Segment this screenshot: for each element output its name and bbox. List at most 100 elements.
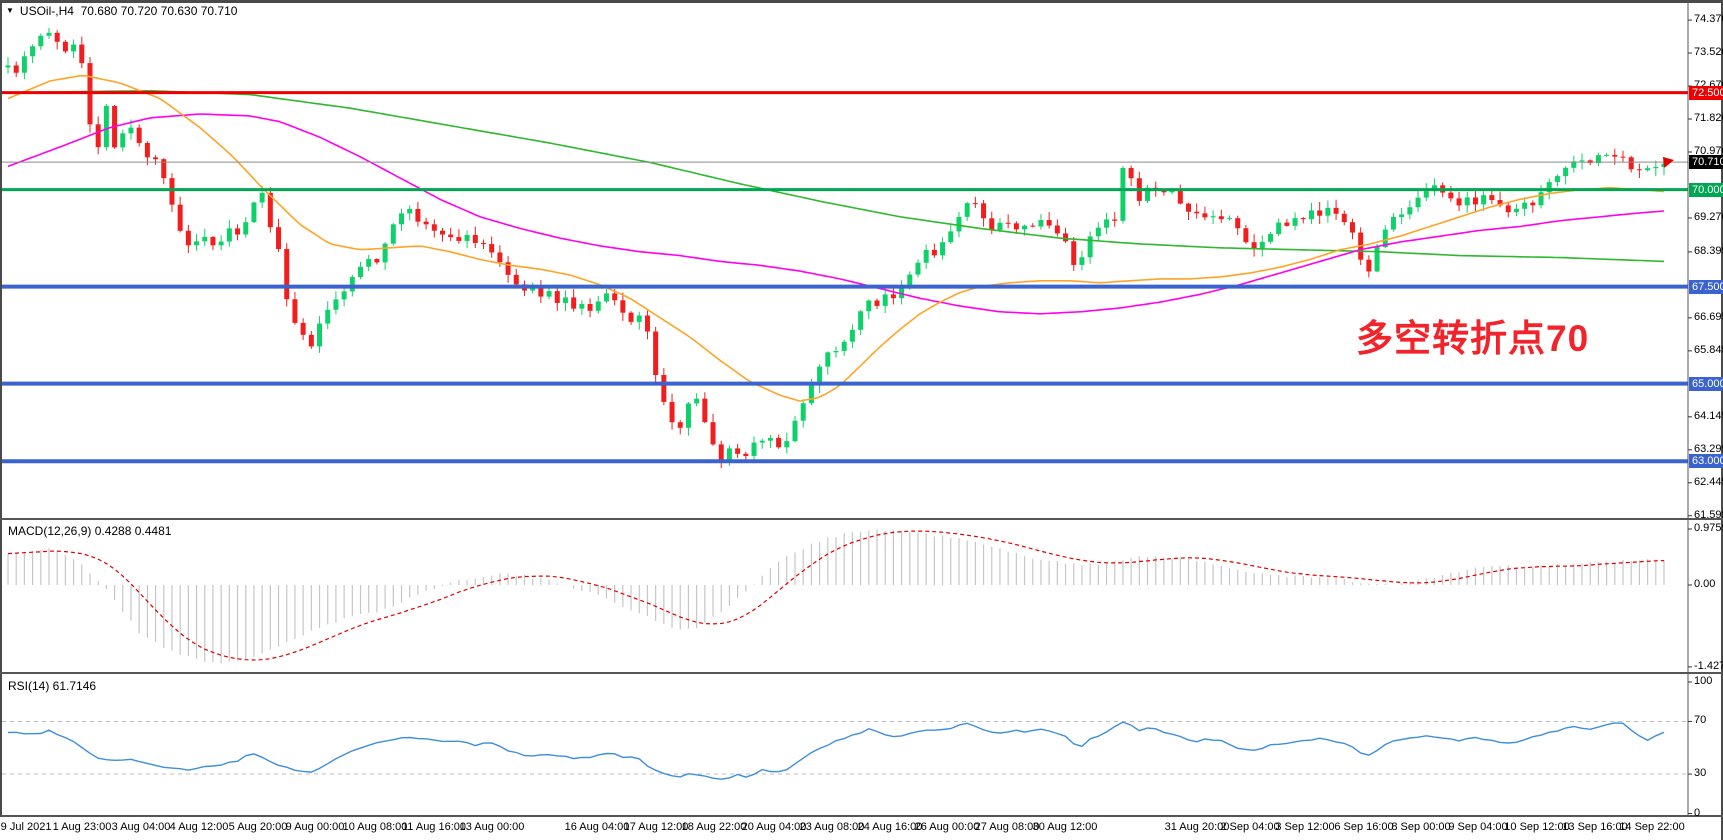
time-label[interactable]: 27 Aug 08:00 <box>974 821 1040 833</box>
time-label[interactable]: 5 Aug 20:00 <box>228 821 288 833</box>
candle <box>243 217 249 238</box>
time-label[interactable]: 2 Sep 04:00 <box>1220 821 1280 833</box>
time-label[interactable]: 11 Aug 16:00 <box>401 821 467 833</box>
time-label[interactable]: 31 Aug 20:00 <box>1164 821 1230 833</box>
candle <box>1571 155 1577 173</box>
price-tick-73.520: 73.520 <box>1694 46 1723 59</box>
candle <box>169 173 175 212</box>
time-label[interactable]: 1 Aug 23:00 <box>52 821 112 833</box>
candle <box>235 224 241 241</box>
candle <box>538 280 544 304</box>
time-label[interactable]: 30 Aug 12:00 <box>1032 821 1098 833</box>
candle <box>472 226 478 248</box>
separator-main-macd[interactable] <box>0 518 1723 520</box>
candles-layer[interactable] <box>5 27 1667 469</box>
candle <box>1579 153 1585 170</box>
candle <box>308 331 314 349</box>
candle <box>1366 255 1372 278</box>
candle <box>964 201 970 221</box>
candle <box>1013 221 1019 234</box>
time-label[interactable]: 9 Sep 04:00 <box>1448 821 1508 833</box>
candle <box>292 292 298 325</box>
time-label[interactable]: 29 Jul 2021 <box>0 821 52 833</box>
time-label[interactable]: 14 Sep 22:00 <box>1619 821 1685 833</box>
candle <box>628 311 634 325</box>
candle <box>1046 212 1052 229</box>
candle <box>620 292 626 321</box>
candle <box>218 235 224 251</box>
time-label[interactable]: 6 Sep 16:00 <box>1334 821 1394 833</box>
candle <box>390 223 396 246</box>
time-label[interactable]: 20 Aug 04:00 <box>741 821 807 833</box>
candle <box>333 291 339 315</box>
candle <box>890 287 896 305</box>
candle <box>513 268 519 287</box>
candle <box>415 201 421 227</box>
candle <box>1399 207 1405 224</box>
price-tick-61.595: 61.595 <box>1694 508 1723 521</box>
candle <box>1284 218 1290 227</box>
candle <box>1563 166 1569 185</box>
symbol-timeframe-label: USOil-,H4 <box>19 4 74 18</box>
candle <box>382 242 388 271</box>
candle <box>1308 202 1314 225</box>
candle <box>325 301 331 330</box>
candle <box>882 287 888 314</box>
time-label[interactable]: 17 Aug 12:00 <box>623 821 689 833</box>
candle <box>849 324 855 349</box>
candle <box>38 33 44 50</box>
time-label[interactable]: 13 Sep 16:00 <box>1562 821 1628 833</box>
candle <box>972 196 978 209</box>
time-label[interactable]: 3 Aug 04:00 <box>111 821 171 833</box>
candle <box>1202 206 1208 221</box>
candle <box>710 413 716 446</box>
candle <box>120 129 126 152</box>
candle <box>1620 150 1626 162</box>
candle <box>1087 231 1093 264</box>
time-label[interactable]: 10 Sep 12:00 <box>1504 821 1570 833</box>
time-label[interactable]: 26 Aug 00:00 <box>914 821 980 833</box>
time-label[interactable]: 4 Aug 12:00 <box>169 821 229 833</box>
macd-panel[interactable] <box>7 529 1665 664</box>
time-label[interactable]: 18 Aug 22:00 <box>681 821 747 833</box>
candle <box>431 219 437 238</box>
candle <box>1390 213 1396 232</box>
time-label[interactable]: 3 Sep 12:00 <box>1275 821 1335 833</box>
time-label[interactable]: 23 Aug 08:00 <box>799 821 865 833</box>
rsi-tick-30: 30 <box>1694 767 1707 780</box>
time-label[interactable]: 9 Aug 00:00 <box>285 821 345 833</box>
time-label[interactable]: 24 Aug 16:00 <box>857 821 923 833</box>
chart-title-bar: ▼ USOil-,H4 70.680 70.720 70.630 70.710 <box>6 4 237 18</box>
candle <box>562 290 568 312</box>
rsi-panel[interactable] <box>2 720 1688 780</box>
time-label[interactable]: 8 Sep 00:00 <box>1391 821 1451 833</box>
price-tick-65.845: 65.845 <box>1694 343 1723 356</box>
chevron-down-icon[interactable]: ▼ <box>6 6 14 15</box>
candle <box>841 339 847 356</box>
candle <box>603 288 609 304</box>
time-label[interactable]: 10 Aug 08:00 <box>342 821 408 833</box>
candle <box>399 208 405 231</box>
candle <box>767 435 773 448</box>
candle <box>1333 199 1339 220</box>
price-tick-68.395: 68.395 <box>1694 244 1723 257</box>
macd-tick-0.00: 0.00 <box>1694 578 1716 590</box>
candle <box>407 205 413 221</box>
candle <box>546 287 552 300</box>
ohlc-values-label: 70.680 70.720 70.630 70.710 <box>80 4 238 18</box>
time-label[interactable]: 13 Aug 00:00 <box>459 821 525 833</box>
candle <box>931 243 937 258</box>
time-label[interactable]: 16 Aug 04:00 <box>564 821 630 833</box>
candle <box>677 420 683 435</box>
candle <box>1177 184 1183 205</box>
price-badge-65.000: 65.000 <box>1689 376 1723 391</box>
candle <box>1251 234 1257 257</box>
chart-annotation-text[interactable]: 多空转折点70 <box>1356 318 1590 359</box>
candle <box>103 103 109 151</box>
main-price-panel[interactable] <box>2 27 1688 469</box>
candle <box>226 220 232 247</box>
window-left-border <box>0 0 2 817</box>
candle <box>185 225 191 254</box>
separator-macd-rsi[interactable] <box>0 672 1723 674</box>
